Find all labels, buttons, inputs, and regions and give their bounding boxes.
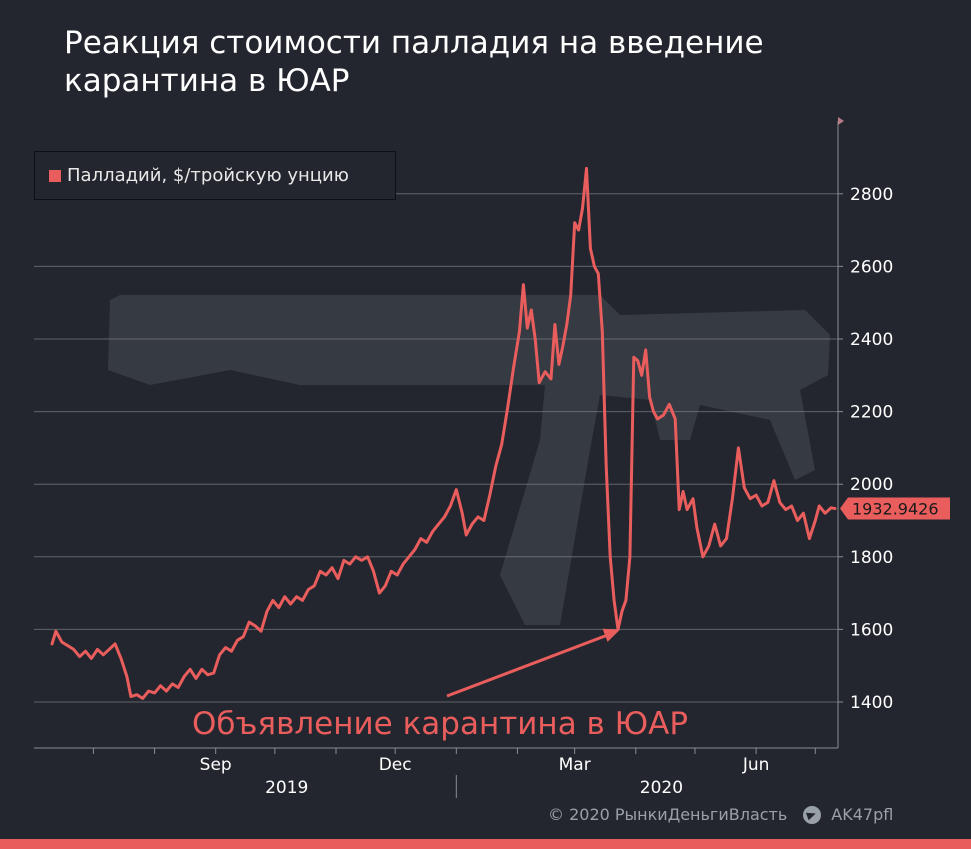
y-tick-label-2800: 2800 [850,185,893,205]
y-tick-label-1800: 1800 [850,548,893,568]
y-tick-label-1400: 1400 [850,693,893,713]
legend-label: Палладий, $/тройскую унцию [67,165,349,186]
x-axis: Sep Dec Mar Jun 2019 2020 [92,748,816,798]
y-gridlines [34,193,838,703]
last-value-badge: 1932.9426 [840,497,950,520]
annotation-arrow [446,631,615,698]
x-tick-label-dec: Dec [379,755,412,775]
telegram-handle: AK47pfl [831,805,894,824]
legend-swatch [49,169,61,182]
copyright-text: © 2020 РынкиДеньгиВласть [548,805,788,824]
y-tick-label-2400: 2400 [850,330,893,350]
x-tick-label-sep: Sep [200,755,232,775]
series-line-palladium [50,166,837,700]
y-tick-label-1600: 1600 [850,620,893,640]
year-label-2020: 2020 [640,778,683,798]
axes [34,117,844,749]
footer: © 2020 РынкиДеньгиВласть AK47pfl [548,805,893,824]
annotation-arrowhead [602,628,621,642]
y-tick-labels: 1400 1600 1800 2000 2200 2400 2600 2800 [838,185,893,713]
x-tick-label-mar: Mar [559,755,591,775]
bottom-accent-bar [0,839,971,849]
chart-title: Реакция стоимости палладия на введение к… [64,24,864,100]
y-tick-label-2600: 2600 [850,257,893,277]
y-tick-label-2000: 2000 [850,475,893,495]
y-tick-label-2200: 2200 [850,403,893,423]
watermark-rifle-icon [108,295,830,625]
last-value-label: 1932.9426 [852,500,939,519]
x-tick-label-jun: Jun [742,755,770,775]
last-value-badge-shape [840,497,950,520]
title-line-1: Реакция стоимости палладия на введение [64,25,764,61]
year-label-2019: 2019 [265,778,308,798]
annotation-text: Объявление карантина в ЮАР [192,706,688,742]
telegram-icon [803,805,822,824]
annotation: Объявление карантина в ЮАР [192,628,688,742]
legend: Палладий, $/тройскую унцию [34,151,396,200]
y-axis-arrow [838,117,844,125]
title-line-2: карантина в ЮАР [64,63,350,99]
